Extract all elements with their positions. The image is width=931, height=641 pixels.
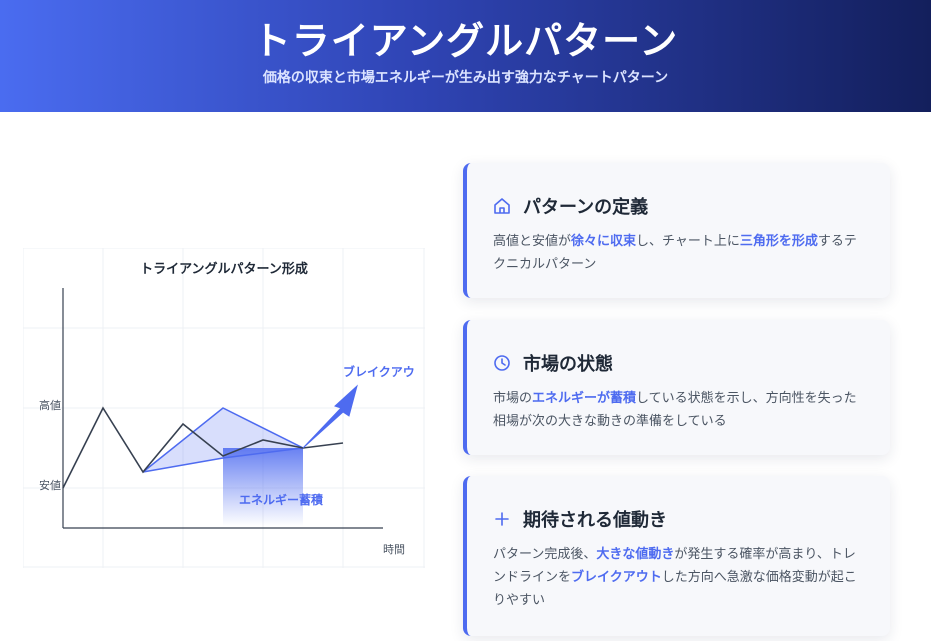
card-definition: パターンの定義 高値と安値が徐々に収束し、チャート上に三角形を形成するテクニカル…: [463, 163, 890, 298]
clock-icon: [493, 354, 511, 372]
card-market-state: 市場の状態 市場のエネルギーが蓄積している状態を示し、方向性を失った相場が次の大…: [463, 320, 890, 455]
card-expected-move: 期待される値動き パターン完成後、大きな値動きが発生する確率が高まり、トレンドラ…: [463, 476, 890, 636]
label-time: 時間: [383, 543, 405, 556]
home-icon: [493, 197, 511, 215]
label-energy: エネルギー蓄積: [239, 493, 324, 507]
card-body: 高値と安値が徐々に収束し、チャート上に三角形を形成するテクニカルパターン: [493, 234, 857, 272]
triangle-diagram: トライアングルパターン形成 高値 安値 時間 ブレイクアウ エネルギー蓄積: [23, 248, 425, 568]
card-title: 市場の状態: [523, 354, 613, 375]
page-title: トライアングルパターン: [252, 19, 679, 63]
label-breakout: ブレイクアウ: [343, 365, 415, 379]
energy-area: [223, 448, 303, 526]
page-subtitle: 価格の収束と市場エネルギーが生み出す強力なチャートパターン: [262, 70, 669, 86]
label-high: 高値: [39, 399, 61, 412]
card-body: パターン完成後、大きな値動きが発生する確率が高まり、トレンドラインをブレイクアウ…: [493, 547, 857, 608]
card-title: パターンの定義: [523, 197, 649, 218]
breakout-arrow: [302, 384, 358, 449]
trend-line: [302, 442, 344, 449]
card-title: 期待される値動き: [523, 510, 667, 531]
diagram-title: トライアングルパターン形成: [140, 262, 308, 277]
label-low: 安値: [39, 479, 61, 492]
page-header: トライアングルパターン 価格の収束と市場エネルギーが生み出す強力なチャートパター…: [0, 0, 931, 112]
card-body: 市場のエネルギーが蓄積している状態を示し、方向性を失った相場が次の大きな動きの準…: [493, 391, 857, 429]
price-line: [62, 406, 304, 489]
diagram-svg: [23, 248, 425, 568]
plus-icon: [493, 510, 511, 528]
